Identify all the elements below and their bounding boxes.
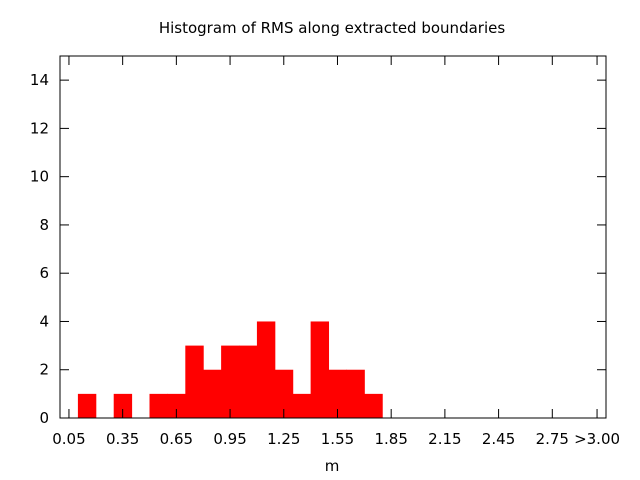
x-tick-label: 1.25 bbox=[267, 430, 300, 448]
y-tick-label: 14 bbox=[30, 71, 49, 89]
histogram-bar bbox=[113, 393, 133, 418]
x-tick-label: 2.45 bbox=[482, 430, 515, 448]
histogram-bar bbox=[328, 369, 347, 418]
x-tick-label: 0.95 bbox=[213, 430, 246, 448]
y-tick-label: 6 bbox=[39, 264, 49, 282]
y-tick-label: 0 bbox=[39, 409, 49, 427]
histogram-bar bbox=[167, 393, 186, 418]
x-tick-label: 0.65 bbox=[160, 430, 193, 448]
x-tick-label: 2.75 bbox=[536, 430, 569, 448]
histogram-bar bbox=[364, 393, 383, 418]
x-tick-label: 1.55 bbox=[321, 430, 354, 448]
y-tick-label: 2 bbox=[39, 361, 49, 379]
histogram-bar bbox=[346, 369, 365, 418]
y-tick-label: 8 bbox=[39, 216, 49, 234]
x-axis-label: m bbox=[325, 457, 340, 475]
bars-group bbox=[77, 321, 383, 418]
x-tick-label: 0.05 bbox=[52, 430, 85, 448]
x-tick-label: 1.85 bbox=[374, 430, 407, 448]
y-tick-label: 4 bbox=[39, 312, 49, 330]
ticks-group: 0 2 4 6 8 10 12 14 0.05 0.35 0.65 0.95 1.25 1.55 1.85 2… bbox=[30, 56, 620, 448]
x-tick-label: 2.15 bbox=[428, 430, 461, 448]
plot-frame bbox=[59, 55, 607, 419]
histogram-bar bbox=[203, 369, 222, 418]
histogram-bar bbox=[77, 393, 97, 418]
histogram-bar bbox=[274, 369, 294, 418]
x-tick-label: >3.00 bbox=[574, 430, 620, 448]
y-tick-label: 12 bbox=[30, 119, 49, 137]
histogram-bar bbox=[292, 393, 312, 418]
histogram-bar bbox=[310, 321, 330, 418]
histogram-bar bbox=[239, 345, 258, 418]
chart-title: Histogram of RMS along extracted boundar… bbox=[159, 19, 506, 37]
y-tick-label: 10 bbox=[30, 168, 49, 186]
histogram-bar bbox=[149, 393, 168, 418]
histogram-bar bbox=[221, 345, 240, 418]
histogram-bar bbox=[256, 321, 276, 418]
histogram-bar bbox=[185, 345, 204, 418]
x-tick-label: 0.35 bbox=[106, 430, 139, 448]
